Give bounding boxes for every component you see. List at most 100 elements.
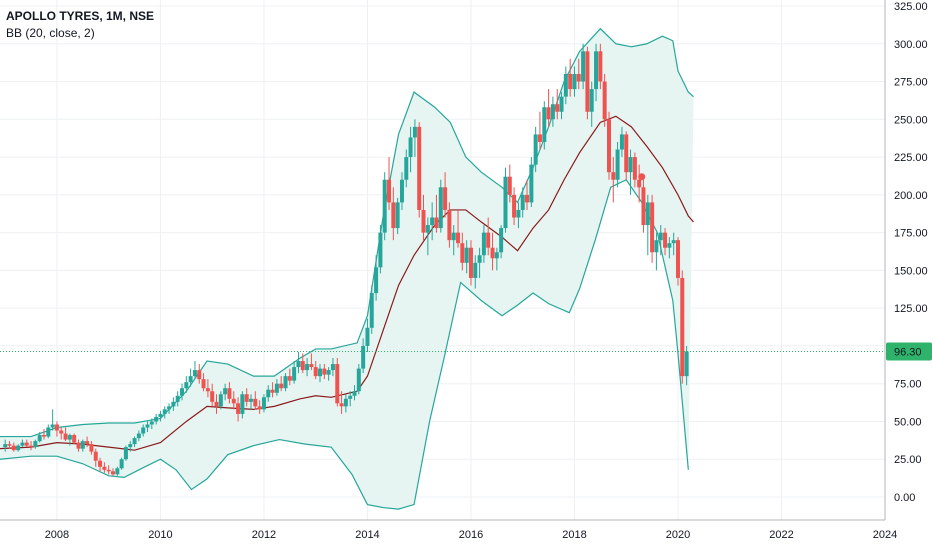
candle-body bbox=[434, 217, 439, 229]
candle bbox=[158, 410, 163, 422]
study-label[interactable]: BB (20, close, 2) bbox=[6, 26, 95, 40]
candle bbox=[663, 228, 668, 256]
candle-body bbox=[356, 368, 361, 392]
candle-body bbox=[132, 438, 137, 445]
candle-body bbox=[59, 430, 64, 434]
candle bbox=[89, 441, 94, 455]
candle bbox=[119, 457, 124, 470]
candle-body bbox=[292, 367, 297, 381]
y-tick-label: 300.00 bbox=[894, 39, 928, 51]
candle-body bbox=[477, 255, 482, 263]
candle-body bbox=[490, 247, 495, 259]
candle-body bbox=[456, 232, 461, 244]
y-axis[interactable]: 325.00 300.00 275.00 250.00 225.00 200.00 175.… bbox=[884, 0, 932, 520]
candle bbox=[464, 240, 469, 274]
candle-body bbox=[50, 424, 55, 428]
candle-body bbox=[361, 345, 366, 369]
candle-body bbox=[503, 176, 508, 229]
candle bbox=[326, 367, 331, 381]
candle-body bbox=[205, 388, 210, 392]
candle-body bbox=[85, 441, 90, 445]
candle-body bbox=[382, 179, 387, 233]
candle bbox=[494, 247, 499, 271]
candle-body bbox=[154, 416, 159, 422]
candle-body bbox=[128, 444, 133, 448]
candle-body bbox=[525, 194, 530, 203]
candle bbox=[421, 194, 426, 241]
candle bbox=[361, 338, 366, 374]
candle-body bbox=[33, 441, 38, 448]
candle bbox=[348, 391, 353, 407]
candle bbox=[253, 391, 258, 410]
x-axis[interactable]: 2008 2010 2012 2014 2016 2018 2020 2022 2024 bbox=[0, 519, 897, 541]
candle-body bbox=[102, 466, 107, 470]
y-tick-label: 125.00 bbox=[894, 303, 928, 315]
candle bbox=[223, 383, 228, 401]
candle bbox=[85, 436, 90, 448]
candle-body bbox=[654, 240, 659, 253]
candle-body bbox=[637, 179, 642, 188]
candle-body bbox=[98, 460, 103, 467]
candle-body bbox=[145, 424, 150, 428]
candle-body bbox=[546, 107, 551, 120]
candle bbox=[110, 468, 115, 476]
candle bbox=[546, 89, 551, 127]
candle-body bbox=[309, 364, 314, 368]
candle bbox=[128, 441, 133, 452]
candle bbox=[149, 418, 154, 430]
candle bbox=[438, 179, 443, 233]
candle-body bbox=[374, 267, 379, 294]
candle bbox=[274, 379, 279, 396]
candle-body bbox=[404, 157, 409, 180]
candle-body bbox=[533, 134, 538, 165]
candle bbox=[322, 364, 327, 380]
candle-body bbox=[343, 398, 348, 407]
y-tick-label: 175.00 bbox=[894, 228, 928, 240]
candle bbox=[41, 429, 46, 440]
candle-body bbox=[188, 376, 193, 383]
candle-body bbox=[559, 96, 564, 112]
candle-body bbox=[568, 73, 573, 90]
candle bbox=[568, 58, 573, 97]
y-tick-label: 250.00 bbox=[894, 114, 928, 126]
candle-body bbox=[529, 164, 534, 203]
candle bbox=[468, 240, 473, 286]
candle bbox=[270, 382, 275, 398]
candle-body bbox=[20, 442, 25, 446]
candle-body bbox=[619, 134, 624, 150]
candle-body bbox=[628, 157, 633, 173]
candle bbox=[477, 247, 482, 278]
candle-body bbox=[54, 424, 59, 431]
candle-body bbox=[645, 202, 650, 226]
candle bbox=[425, 217, 430, 256]
candle-body bbox=[123, 447, 128, 460]
candle bbox=[154, 413, 159, 425]
candle bbox=[637, 164, 642, 203]
candle bbox=[624, 131, 629, 180]
candle-body bbox=[266, 389, 271, 398]
candle-body bbox=[399, 179, 404, 203]
candle-body bbox=[606, 119, 611, 173]
candle bbox=[408, 126, 413, 173]
candle bbox=[171, 397, 176, 411]
candle-body bbox=[322, 368, 327, 375]
candle bbox=[581, 43, 586, 90]
candle-body bbox=[240, 394, 245, 414]
candle bbox=[197, 364, 202, 384]
candle bbox=[671, 232, 676, 256]
candle-body bbox=[175, 395, 180, 402]
candle bbox=[7, 441, 12, 449]
y-tick-label: 325.00 bbox=[894, 1, 928, 13]
candle bbox=[102, 462, 107, 473]
symbol-title[interactable]: APOLLO TYRES, 1M, NSE bbox=[6, 9, 155, 23]
candle bbox=[490, 232, 495, 271]
candle-body bbox=[249, 398, 254, 402]
candle bbox=[236, 397, 241, 422]
candle bbox=[369, 285, 374, 334]
candle-body bbox=[244, 394, 249, 402]
candle-body bbox=[197, 370, 202, 380]
candle-body bbox=[572, 73, 577, 90]
candle-body bbox=[602, 81, 607, 120]
candle-body bbox=[555, 104, 560, 112]
candle bbox=[54, 421, 59, 437]
